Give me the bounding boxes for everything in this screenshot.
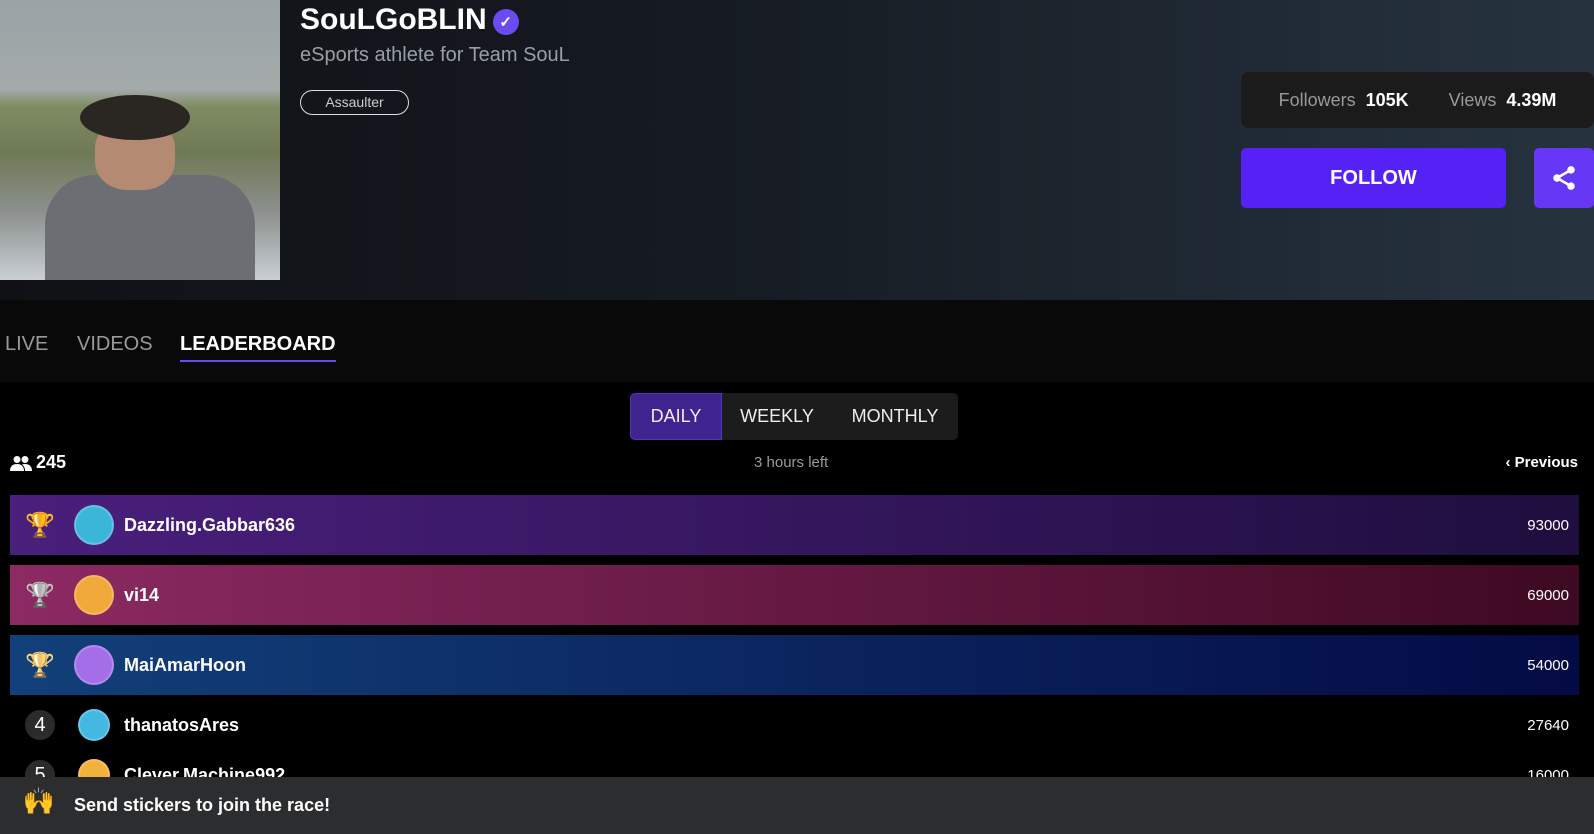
role-tag: Assaulter bbox=[300, 90, 409, 115]
gold-trophy-icon: 🏆 bbox=[25, 511, 55, 539]
follow-button[interactable]: FOLLOW bbox=[1241, 148, 1506, 208]
previous-link[interactable]: ‹ Previous bbox=[1505, 454, 1578, 471]
leaderboard-row: 4 thanatosAres 27640 bbox=[10, 700, 1579, 750]
share-icon bbox=[1553, 166, 1575, 190]
user-name: Dazzling.Gabbar636 bbox=[124, 514, 296, 535]
verified-check-icon: ✓ bbox=[492, 9, 519, 35]
views-label: Views bbox=[1448, 89, 1497, 110]
previous-label: Previous bbox=[1514, 454, 1578, 471]
participant-count: 245 bbox=[10, 452, 66, 473]
user-name: MaiAmarHoon bbox=[124, 654, 247, 675]
avatar bbox=[78, 709, 110, 741]
user-score: 69000 bbox=[1527, 586, 1569, 604]
tab-leaderboard[interactable]: LEADERBOARD bbox=[180, 333, 336, 362]
profile-header: SouLGoBLIN ✓ eSports athlete for Team So… bbox=[0, 0, 1594, 300]
leaderboard-row: 🏆 MaiAmarHoon 54000 bbox=[10, 635, 1579, 695]
period-weekly[interactable]: WEEKLY bbox=[740, 406, 814, 426]
leaderboard-row: 🏆 Dazzling.Gabbar636 93000 bbox=[10, 495, 1579, 555]
user-score: 54000 bbox=[1527, 656, 1569, 674]
followers-label: Followers bbox=[1278, 89, 1356, 110]
views-value: 4.39M bbox=[1506, 89, 1557, 110]
bronze-trophy-icon: 🏆 bbox=[25, 651, 55, 679]
streamer-subtitle: eSports athlete for Team SouL bbox=[300, 44, 570, 66]
streamer-name: SouLGoBLIN ✓ bbox=[300, 3, 519, 37]
rank-number: 4 bbox=[25, 710, 55, 740]
tab-bar: LIVE VIDEOS LEADERBOARD bbox=[0, 300, 1594, 382]
sticker-banner[interactable]: 🙌 Send stickers to join the race! bbox=[0, 777, 1594, 834]
period-daily[interactable]: DAILY bbox=[630, 393, 722, 440]
cheering-mascot-icon: 🙌 bbox=[22, 785, 56, 816]
followers-value: 105K bbox=[1365, 89, 1409, 110]
stats-box: Followers 105K Views 4.39M bbox=[1241, 72, 1594, 128]
period-monthly[interactable]: MONTHLY bbox=[851, 406, 939, 426]
share-button[interactable] bbox=[1534, 148, 1594, 208]
user-score: 93000 bbox=[1527, 516, 1569, 534]
profile-photo bbox=[0, 0, 280, 280]
silver-trophy-icon: 🏆 bbox=[25, 581, 55, 609]
users-icon bbox=[10, 455, 32, 471]
user-name: thanatosAres bbox=[124, 714, 240, 735]
avatar bbox=[74, 575, 114, 615]
avatar bbox=[74, 645, 114, 685]
user-name: vi14 bbox=[124, 584, 160, 605]
tab-videos[interactable]: VIDEOS bbox=[77, 333, 153, 355]
period-toggle: DAILY WEEKLY MONTHLY bbox=[630, 393, 958, 440]
sticker-banner-text: Send stickers to join the race! bbox=[74, 795, 331, 815]
time-left: 3 hours left bbox=[754, 454, 829, 471]
participant-count-value: 245 bbox=[36, 452, 67, 472]
tab-live[interactable]: LIVE bbox=[5, 333, 49, 355]
leaderboard-row: 🏆 vi14 69000 bbox=[10, 565, 1579, 625]
user-score: 27640 bbox=[1527, 716, 1569, 734]
streamer-name-text: SouLGoBLIN bbox=[300, 3, 487, 36]
avatar bbox=[74, 505, 114, 545]
